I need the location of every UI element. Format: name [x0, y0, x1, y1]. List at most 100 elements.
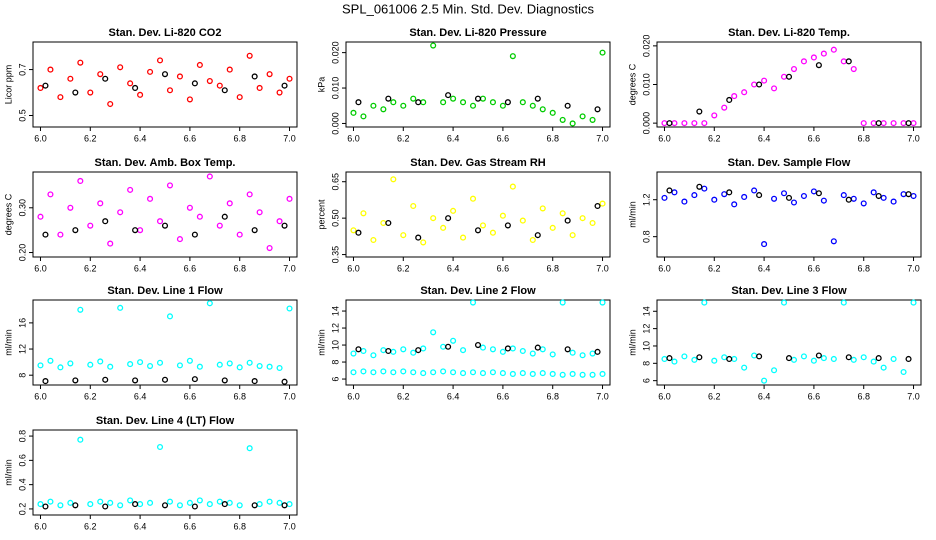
x-tick-label: 6.6 — [497, 133, 510, 143]
data-point — [42, 378, 49, 385]
data-point — [246, 52, 253, 59]
y-tick-label: 0.5 — [17, 109, 27, 122]
y-tick-label: 0.8 — [17, 430, 27, 443]
data-point — [420, 345, 427, 352]
x-tick-label: 6.0 — [658, 263, 671, 273]
data-point — [42, 231, 49, 238]
data-point — [569, 120, 576, 127]
data-point — [539, 346, 546, 353]
data-point — [97, 200, 104, 207]
data-point — [360, 210, 367, 217]
data-point — [370, 369, 377, 376]
data-point — [276, 499, 283, 506]
data-point — [474, 341, 482, 349]
data-point — [785, 355, 793, 362]
x-tick-label: 6.0 — [34, 521, 47, 531]
data-point — [519, 347, 526, 355]
panel: Stan. Dev. Line 1 Flow ml/min 6.0 6.2 6.4 6.6… — [3, 285, 298, 401]
data-point — [450, 369, 457, 376]
data-point — [360, 347, 367, 355]
data-point — [711, 112, 718, 119]
data-point — [756, 353, 763, 360]
data-point — [370, 236, 377, 244]
data-point — [479, 344, 487, 351]
x-tick-label: 6.8 — [546, 391, 559, 401]
data-point — [276, 89, 283, 96]
data-point — [176, 362, 183, 369]
x-tick-label: 6.8 — [857, 133, 870, 143]
data-point — [147, 362, 154, 370]
data-point — [820, 197, 827, 204]
data-point — [499, 212, 506, 219]
data-point — [67, 499, 74, 506]
data-point — [77, 59, 84, 66]
data-point — [691, 356, 698, 363]
x-tick-label: 6.4 — [447, 263, 460, 273]
data-point — [221, 501, 228, 508]
x-tick-label: 6.0 — [34, 391, 47, 401]
y-tick-label: 16 — [17, 318, 27, 328]
data-point — [166, 182, 174, 189]
data-point — [509, 183, 516, 190]
data-point — [549, 109, 556, 116]
data-point — [460, 99, 467, 106]
data-point — [880, 364, 887, 371]
data-point — [42, 503, 49, 510]
data-point — [430, 369, 437, 376]
data-point — [696, 108, 703, 115]
data-point — [87, 501, 94, 508]
data-point — [281, 82, 288, 89]
data-point — [251, 73, 258, 80]
data-point — [350, 109, 357, 116]
data-point — [47, 66, 54, 73]
x-tick-label: 6.2 — [708, 263, 721, 273]
data-point — [790, 65, 798, 73]
data-point — [286, 195, 293, 202]
data-point — [266, 498, 273, 505]
data-point — [445, 215, 452, 222]
y-axis-label: percent — [316, 199, 326, 230]
data-point — [594, 348, 601, 355]
plot-box — [32, 429, 298, 516]
y-tick-label: 0.7 — [17, 63, 27, 76]
data-point — [87, 222, 94, 229]
y-tick-label: 8 — [17, 373, 27, 378]
x-tick-label: 6.4 — [447, 133, 460, 143]
data-point — [127, 186, 134, 193]
y-tick-label: 10 — [641, 341, 651, 351]
data-point — [256, 84, 263, 91]
data-point — [87, 89, 94, 96]
data-point — [701, 299, 708, 306]
figure-title: SPL_061006 2.5 Min. Std. Dev. Diagnostic… — [342, 1, 594, 16]
data-point — [107, 240, 114, 247]
data-point — [445, 343, 452, 350]
data-point — [37, 362, 44, 369]
x-tick-label: 7.0 — [907, 391, 920, 401]
y-tick-label: 14 — [330, 306, 340, 316]
x-tick-label: 6.6 — [808, 133, 821, 143]
data-point — [385, 347, 392, 355]
y-axis-label: kPa — [316, 77, 326, 93]
x-tick-label: 6.0 — [347, 391, 360, 401]
data-point — [860, 120, 867, 127]
data-point — [206, 501, 213, 508]
data-point — [236, 364, 243, 371]
data-point — [236, 502, 243, 509]
data-point — [534, 95, 541, 102]
x-tick-label: 6.6 — [184, 521, 197, 531]
data-point — [569, 232, 576, 239]
plot-box — [32, 41, 298, 128]
data-point — [721, 191, 728, 198]
data-point — [691, 120, 698, 127]
data-point — [771, 85, 778, 92]
x-tick-label: 7.0 — [283, 263, 296, 273]
data-point — [236, 94, 243, 101]
y-tick-label: 0.010 — [330, 77, 340, 100]
data-point — [880, 194, 887, 201]
y-tick-label: 6 — [641, 378, 651, 383]
data-point — [77, 306, 84, 313]
data-point — [286, 305, 293, 312]
data-point — [251, 502, 258, 509]
panel: Stan. Dev. Sample Flow ml/min 6.0 6.2 6.4 6.6… — [627, 157, 922, 273]
data-point — [499, 370, 506, 377]
